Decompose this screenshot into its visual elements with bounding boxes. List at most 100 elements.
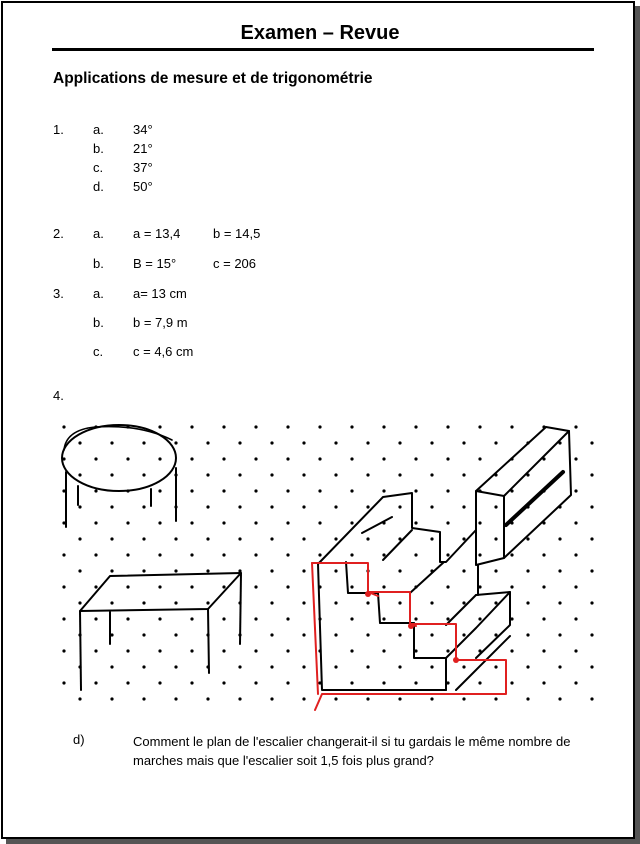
grid-dot <box>382 425 386 429</box>
grid-dot <box>318 553 322 557</box>
grid-dot <box>398 441 402 445</box>
grid-dot <box>254 617 258 621</box>
grid-dot <box>526 633 530 637</box>
grid-dot <box>590 537 594 541</box>
grid-dot <box>302 505 306 509</box>
grid-dot <box>270 633 274 637</box>
grid-dot <box>286 585 290 589</box>
grid-dot <box>526 537 530 541</box>
grid-dot <box>334 697 338 701</box>
grid-dot <box>414 553 418 557</box>
grid-dot <box>446 489 450 493</box>
grid-dot <box>510 553 514 557</box>
grid-dot <box>494 537 498 541</box>
grid-dot <box>174 569 178 573</box>
grid-dot <box>334 537 338 541</box>
grid-dot <box>590 633 594 637</box>
staircase-sketch <box>317 492 511 691</box>
grid-dot <box>462 697 466 701</box>
grid-dot <box>238 697 242 701</box>
grid-dot <box>62 617 66 621</box>
q2-letter-a: a. <box>93 226 104 241</box>
grid-dot <box>574 585 578 589</box>
title-rule <box>52 48 594 51</box>
grid-dot <box>478 457 482 461</box>
grid-dot <box>366 665 370 669</box>
grid-dot <box>366 601 370 605</box>
grid-dot <box>494 601 498 605</box>
grid-dot <box>430 473 434 477</box>
grid-dot <box>62 489 66 493</box>
grid-dot <box>382 457 386 461</box>
grid-dot <box>158 681 162 685</box>
grid-dot <box>190 521 194 525</box>
grid-dot <box>542 585 546 589</box>
grid-dot <box>142 537 146 541</box>
grid-dot <box>62 521 66 525</box>
grid-dot <box>462 569 466 573</box>
grid-dot <box>398 697 402 701</box>
grid-dot <box>190 585 194 589</box>
grid-dot <box>126 457 130 461</box>
section-title: Applications de mesure et de trigonométr… <box>53 70 373 87</box>
grid-dot <box>334 441 338 445</box>
grid-dot <box>206 537 210 541</box>
grid-dot <box>254 489 258 493</box>
grid-dot <box>94 617 98 621</box>
grid-dot <box>110 473 114 477</box>
q3-letter-c: c. <box>93 344 104 359</box>
q2-answer-a1: a = 13,4 <box>133 226 181 241</box>
grid-dot <box>206 569 210 573</box>
grid-dot <box>414 617 418 621</box>
grid-dot <box>174 601 178 605</box>
grid-dot <box>398 505 402 509</box>
grid-dot <box>446 617 450 621</box>
grid-dot <box>510 617 514 621</box>
q1-answer-c: 37° <box>133 160 153 175</box>
grid-dot <box>126 681 130 685</box>
grid-dot <box>110 697 114 701</box>
grid-dot <box>142 697 146 701</box>
grid-dot <box>414 457 418 461</box>
grid-dot <box>382 585 386 589</box>
grid-dot <box>398 569 402 573</box>
q2-number: 2. <box>53 226 64 241</box>
grid-dot <box>366 473 370 477</box>
round-table-sketch <box>61 424 177 528</box>
grid-dot <box>302 473 306 477</box>
grid-dot <box>526 569 530 573</box>
grid-dot <box>126 521 130 525</box>
grid-dot <box>302 665 306 669</box>
grid-dot <box>398 473 402 477</box>
grid-dot <box>558 633 562 637</box>
grid-dot <box>190 681 194 685</box>
rect-table-sketch <box>79 572 242 691</box>
grid-dot <box>446 553 450 557</box>
grid-dot <box>462 441 466 445</box>
grid-dot <box>318 489 322 493</box>
grid-dot <box>286 617 290 621</box>
q1-number: 1. <box>53 122 64 137</box>
grid-dot <box>334 505 338 509</box>
grid-dot <box>94 553 98 557</box>
q2-answer-b1: B = 15° <box>133 256 177 271</box>
stair-plan-dots <box>365 591 459 663</box>
grid-dot <box>238 569 242 573</box>
grid-dot <box>142 601 146 605</box>
grid-dot <box>94 585 98 589</box>
grid-dot <box>542 553 546 557</box>
grid-dot <box>590 601 594 605</box>
grid-dot <box>350 425 354 429</box>
grid-dot <box>110 601 114 605</box>
grid-dot <box>78 473 82 477</box>
q1-letter-d: d. <box>93 179 104 194</box>
grid-dot <box>286 425 290 429</box>
grid-dot <box>78 697 82 701</box>
grid-dot <box>302 697 306 701</box>
q3-answer-c: c = 4,6 cm <box>133 344 194 359</box>
q4-sub-letter: d) <box>73 732 85 747</box>
grid-dot <box>142 473 146 477</box>
q4-question-text: Comment le plan de l'escalier changerait… <box>133 734 571 768</box>
grid-dot <box>558 537 562 541</box>
grid-dot <box>62 425 66 429</box>
